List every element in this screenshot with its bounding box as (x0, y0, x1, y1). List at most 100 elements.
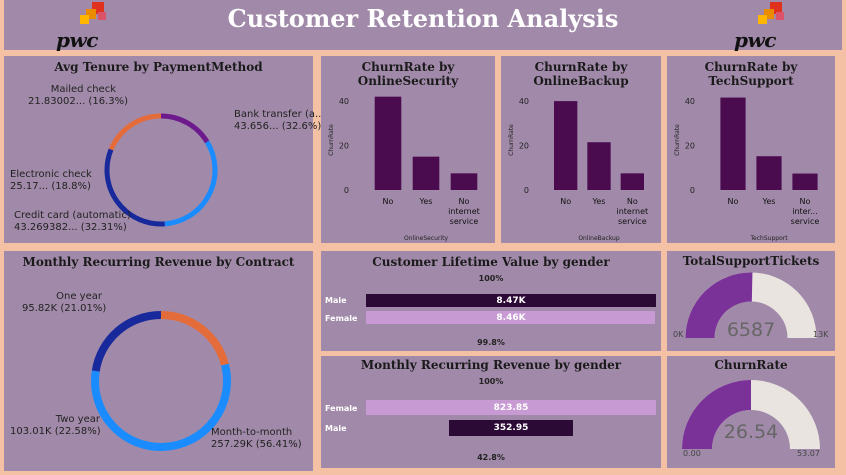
x-tick-label: No (800, 197, 811, 206)
logo-text: pwc (56, 28, 98, 52)
bar-no-inter-service[interactable] (792, 173, 818, 190)
bar-yes[interactable] (412, 156, 440, 190)
techsupport-title: ChurnRate by TechSupport (704, 60, 798, 88)
tickets-gauge (685, 272, 817, 339)
mrr-value-male: 352.95 (493, 423, 529, 433)
mrr-bar-female (366, 400, 656, 415)
x-tick-label: service (618, 217, 647, 226)
churn-onlinebackup-panel[interactable]: ChurnRate by OnlineBackup 0 20 40 ChurnRate… (501, 56, 661, 243)
mrr-row-label-female: Female (325, 404, 358, 413)
churn-gauge (682, 380, 820, 450)
y-tick-label: 0 (524, 186, 529, 195)
label-electronic-check: Electronic check 25.17... (18.8%) (10, 169, 92, 192)
tenure-donut (104, 113, 218, 227)
clv-gender-panel[interactable]: Customer Lifetime Value by gender 100% M… (321, 251, 661, 351)
clv-row-label-female: Female (325, 314, 358, 323)
mrr-row-label-male: Male (325, 424, 347, 433)
churn-min: 0.00 (683, 449, 701, 458)
x-tick-label: inter... (792, 207, 818, 216)
x-tick-label: Yes (419, 197, 433, 206)
label-one-year: One year 95.82K (21.01%) (22, 291, 107, 314)
x-tick-label: internet (448, 207, 480, 216)
y-tick-label: 20 (339, 142, 349, 151)
bar-no-internet-service[interactable] (450, 173, 478, 190)
bar-yes[interactable] (756, 156, 782, 190)
y-tick-label: 0 (344, 186, 349, 195)
x-axis-label: OnlineBackup (578, 235, 620, 242)
clv-gender-title: Customer Lifetime Value by gender (372, 255, 610, 269)
x-axis-label: TechSupport (749, 235, 788, 242)
onlinebackup-title: ChurnRate by OnlineBackup (533, 60, 629, 88)
y-tick-label: 20 (519, 142, 529, 151)
y-tick-label: 40 (519, 97, 529, 106)
churn-max: 53.07 (797, 449, 820, 458)
tickets-value: 6587 (726, 319, 776, 341)
tenure-panel[interactable]: Avg Tenure by PaymentMethod Mailed check… (4, 56, 325, 243)
tickets-gauge-panel[interactable]: TotalSupportTickets 6587 0K 13K (667, 251, 835, 351)
gauge-fill (685, 272, 753, 339)
donut-slice-month-to-month[interactable] (91, 363, 231, 451)
clv-value-female: 8.46K (496, 313, 526, 323)
y-axis-label: ChurnRate (508, 124, 515, 156)
clv-bar-female (366, 311, 656, 324)
mrr-top-pct: 100% (478, 377, 504, 386)
label-two-year: Two year 103.01K (22.58%) (10, 414, 101, 437)
churn-techsupport-panel[interactable]: ChurnRate by TechSupport 0 20 40 ChurnRate N… (667, 56, 835, 243)
label-mailed-check: Mailed check 21.83002... (16.3%) (28, 84, 128, 107)
x-tick-label: No (728, 197, 739, 206)
bar-no[interactable] (720, 97, 746, 190)
y-tick-label: 40 (685, 97, 695, 106)
header-banner (4, 0, 842, 50)
donut-slice-mailed-check[interactable] (160, 113, 210, 144)
x-tick-label: No (383, 197, 394, 206)
clv-bar-male (366, 294, 656, 307)
mrr-contract-panel[interactable]: Monthly Recurring Revenue by Contract On… (4, 251, 313, 471)
donut-slice-one-year[interactable] (160, 311, 229, 366)
pwc-logo-left: pwc (40, 2, 130, 52)
onlinesecurity-title: ChurnRate by OnlineSecurity (357, 60, 459, 88)
gauge-fill (682, 380, 752, 450)
churn-value: 26.54 (723, 421, 779, 443)
donut-slice-two-year[interactable] (91, 311, 162, 372)
x-tick-label: No (459, 197, 470, 206)
clv-bottom-pct: 99.8% (477, 338, 505, 347)
donut-slice-credit-card-automatic-[interactable] (104, 148, 165, 227)
churn-title: ChurnRate (714, 358, 788, 372)
label-credit-card: Credit card (automatic) 43.269382... (32.… (14, 210, 131, 233)
mrr-contract-title: Monthly Recurring Revenue by Contract (22, 255, 295, 269)
x-tick-label: internet (617, 207, 649, 216)
x-tick-label: Yes (592, 197, 606, 206)
churn-gauge-panel[interactable]: ChurnRate 26.54 0.00 53.07 (667, 356, 835, 468)
tenure-title: Avg Tenure by PaymentMethod (54, 60, 263, 74)
bar-no-internet-service[interactable] (620, 173, 644, 190)
clv-top-pct: 100% (478, 274, 504, 283)
logo-text: pwc (734, 28, 776, 52)
y-tick-label: 20 (685, 142, 695, 151)
y-axis-label: ChurnRate (674, 124, 681, 156)
label-bank-transfer: Bank transfer (a... 43.656... (32.6%) (234, 109, 325, 132)
mrr-gender-panel[interactable]: Monthly Recurring Revenue by gender 100%… (321, 356, 661, 468)
y-tick-label: 0 (690, 186, 695, 195)
x-tick-label: Yes (762, 197, 776, 206)
y-axis-label: ChurnRate (328, 124, 335, 156)
donut-slice-electronic-check[interactable] (108, 113, 162, 151)
x-axis-label: OnlineSecurity (404, 235, 448, 242)
x-tick-label: No (560, 197, 571, 206)
bar-no[interactable] (374, 96, 402, 190)
tickets-max: 13K (813, 330, 829, 339)
y-tick-label: 40 (339, 97, 349, 106)
mrr-gender-title: Monthly Recurring Revenue by gender (360, 358, 622, 372)
clv-row-label-male: Male (325, 296, 347, 305)
x-tick-label: service (450, 217, 479, 226)
bar-yes[interactable] (587, 142, 611, 190)
mrr-value-female: 823.85 (493, 403, 529, 413)
bar-no[interactable] (554, 101, 578, 190)
tickets-min: 0K (673, 330, 684, 339)
churn-onlinesecurity-panel[interactable]: ChurnRate by OnlineSecurity 0 20 40 ChurnRa… (321, 56, 495, 243)
tickets-title: TotalSupportTickets (682, 254, 820, 268)
x-tick-label: service (791, 217, 820, 226)
donut-slice-bank-transfer-automatic-[interactable] (164, 140, 218, 227)
